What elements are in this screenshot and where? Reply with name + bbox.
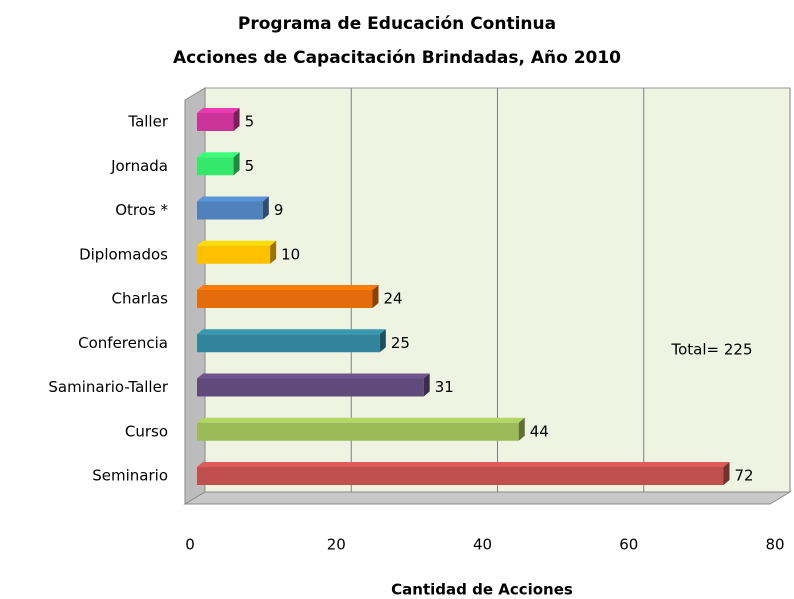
- bar: [197, 285, 379, 308]
- value-label: 5: [245, 157, 255, 175]
- bar-top: [197, 285, 379, 290]
- bar-side: [262, 196, 269, 220]
- bar-side: [518, 417, 525, 441]
- value-label: 72: [735, 467, 754, 485]
- bar: [197, 417, 525, 441]
- bar-front: [197, 378, 424, 397]
- y-tick-label: Diplomados: [79, 245, 168, 263]
- y-tick-label: Seminario: [92, 467, 168, 485]
- bar-front: [197, 113, 234, 131]
- bar-front: [197, 201, 263, 220]
- value-label: 31: [435, 378, 454, 396]
- floor: [183, 491, 792, 505]
- x-tick-label: 60: [619, 536, 638, 554]
- bar: [197, 373, 430, 397]
- bar-side: [723, 462, 730, 485]
- value-label: 25: [391, 334, 410, 352]
- value-label: 9: [274, 201, 284, 219]
- bar-front: [197, 157, 234, 176]
- bar-side: [270, 240, 277, 264]
- bar-top: [197, 108, 240, 113]
- bar-side: [379, 329, 386, 353]
- value-label: 5: [245, 113, 255, 131]
- bar-front: [197, 422, 519, 441]
- chart-title: Programa de Educación Continua: [238, 14, 556, 34]
- annotation: Total= 225: [671, 341, 753, 359]
- y-tick-label: Jornada: [110, 157, 168, 175]
- bar-top: [197, 152, 240, 158]
- bar-side: [233, 152, 240, 176]
- value-label: 24: [384, 290, 403, 308]
- bar: [197, 108, 240, 131]
- bar: [197, 329, 386, 353]
- chart-subtitle: Acciones de Capacitación Brindadas, Año …: [173, 48, 621, 68]
- bar-side: [423, 373, 430, 397]
- bar-front: [197, 467, 724, 485]
- bar-side: [233, 108, 240, 131]
- y-tick-label: Charlas: [111, 290, 168, 308]
- bar: [197, 462, 730, 485]
- bar: [197, 152, 240, 176]
- bar-top: [197, 373, 430, 379]
- bar-side: [372, 285, 379, 308]
- bar-top: [197, 417, 525, 423]
- bar-front: [197, 334, 380, 353]
- y-tick-label: Taller: [127, 113, 168, 131]
- bar-front: [197, 290, 373, 308]
- value-label: 10: [281, 245, 300, 263]
- bar-front: [197, 245, 271, 264]
- bar-top: [197, 196, 269, 202]
- bar-top: [197, 462, 730, 467]
- value-label: 44: [530, 422, 549, 440]
- x-tick-label: 20: [327, 536, 346, 554]
- x-tick-label: 0: [185, 536, 195, 554]
- x-axis-title: Cantidad de Acciones: [391, 581, 573, 599]
- y-tick-label: Curso: [125, 422, 168, 440]
- bar-top: [197, 240, 277, 246]
- y-tick-label: Saminario-Taller: [48, 378, 168, 396]
- bar: [197, 240, 277, 264]
- x-tick-label: 80: [765, 536, 784, 554]
- bar: [197, 196, 269, 220]
- x-tick-label: 40: [473, 536, 492, 554]
- y-tick-label: Conferencia: [78, 334, 168, 352]
- bar-top: [197, 329, 386, 335]
- y-tick-label: Otros *: [115, 201, 168, 219]
